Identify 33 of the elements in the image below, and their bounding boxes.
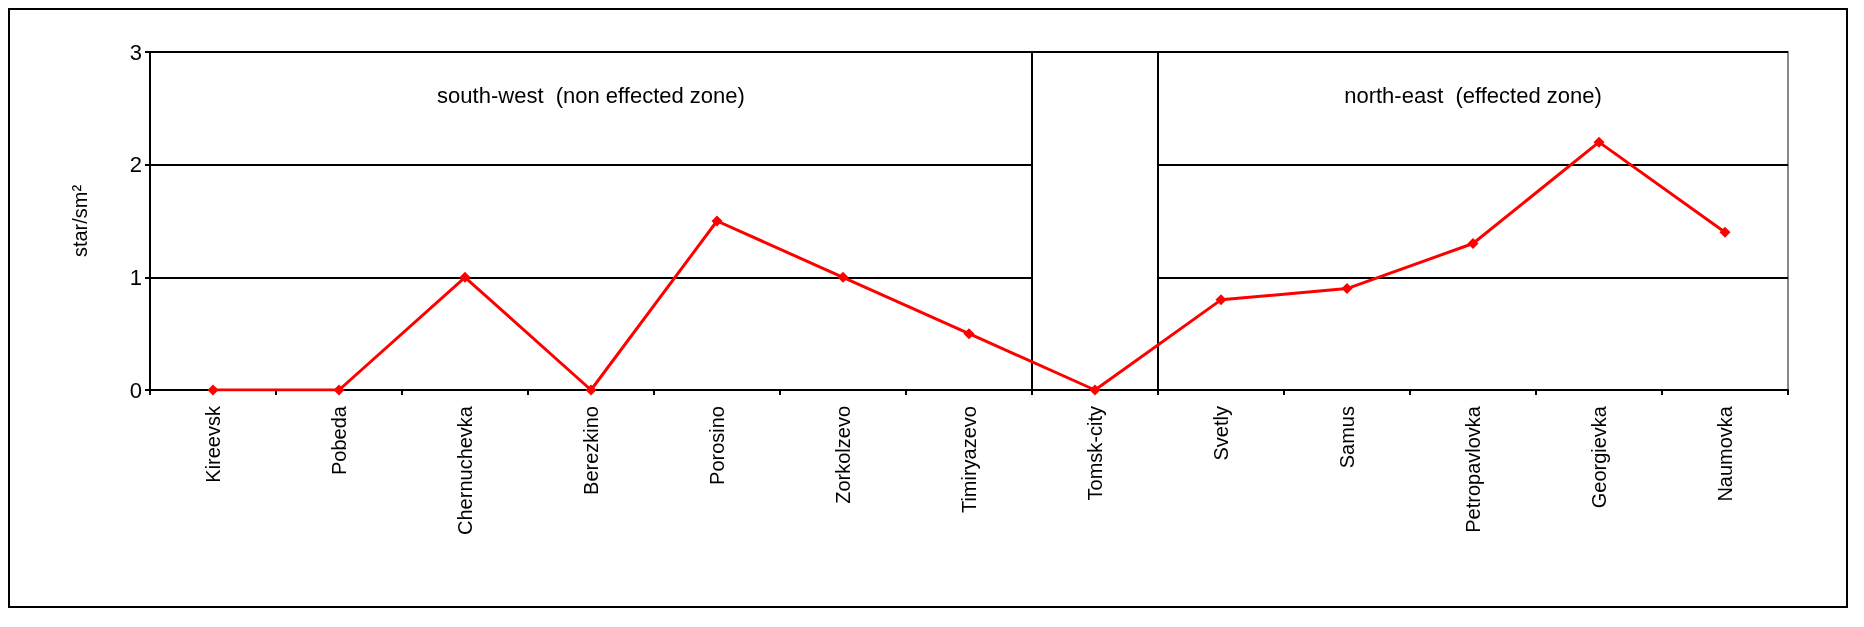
- point: [1089, 384, 1101, 396]
- x-tick-label: Porosino: [706, 406, 728, 485]
- x-tick-label: Pobeda: [328, 405, 350, 475]
- point: [1341, 283, 1353, 295]
- point: [207, 384, 219, 396]
- point: [1467, 238, 1479, 250]
- point: [333, 384, 345, 396]
- x-tick-label: Zorkolzevo: [832, 406, 854, 504]
- x-tick-label: Georgievka: [1588, 405, 1610, 509]
- annotation: south-west (non effected zone): [437, 82, 745, 108]
- y-tick-label: 3: [129, 39, 142, 65]
- point: [837, 271, 849, 283]
- point: [1215, 294, 1227, 306]
- point: [585, 384, 597, 396]
- x-tick-label: Timiryazevo: [958, 406, 980, 514]
- annotation: north-east (effected zone): [1344, 82, 1602, 108]
- point: [459, 271, 471, 283]
- point: [1593, 136, 1605, 148]
- x-tick-label: Kireevsk: [202, 405, 224, 483]
- y-tick-label: 2: [129, 152, 142, 178]
- x-tick-label: Naumovka: [1714, 405, 1736, 502]
- x-tick-label: Samus: [1336, 406, 1358, 469]
- point: [711, 215, 723, 227]
- x-tick-label: Petropavlovka: [1462, 405, 1484, 533]
- y-tick-label: 0: [129, 377, 142, 403]
- x-tick-label: Chernuchevka: [454, 405, 476, 535]
- x-tick-label: Svetly: [1210, 406, 1232, 461]
- y-axis-title: star/sm²: [69, 184, 91, 258]
- y-tick-label: 1: [129, 264, 142, 290]
- point: [963, 328, 975, 340]
- x-tick-label: Tomsk-city: [1084, 406, 1106, 501]
- point: [1719, 226, 1731, 238]
- x-tick-label: Berezkino: [580, 406, 602, 495]
